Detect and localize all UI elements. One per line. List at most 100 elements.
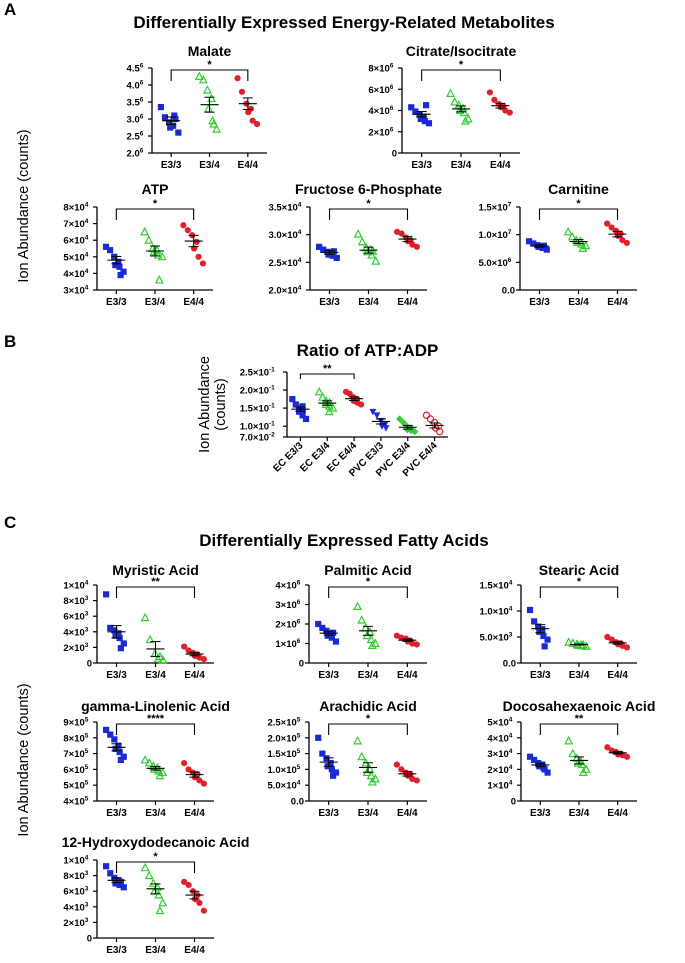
x-tick-label: E3/4 [145, 297, 166, 308]
data-point [154, 275, 164, 284]
y-tick-label: 6×104 [63, 235, 88, 247]
data-point [319, 750, 326, 757]
significance-bracket [539, 586, 619, 598]
significance-label: * [366, 576, 371, 588]
data-point [543, 246, 550, 253]
data-point [367, 777, 377, 786]
data-point [158, 897, 168, 907]
significance-label: ** [575, 713, 584, 725]
x-tick-label: E3/4 [358, 297, 379, 308]
data-point [102, 243, 110, 250]
y-tick-label: 1.5×104 [479, 580, 512, 592]
y-tick-label: 5×104 [487, 717, 512, 729]
data-point [153, 654, 163, 663]
x-tick-label: E3/4 [569, 808, 590, 819]
data-point [608, 224, 615, 231]
data-point [417, 115, 424, 123]
data-point [172, 115, 179, 123]
data-point [491, 96, 498, 103]
y-tick-label: 3×104 [487, 748, 512, 760]
y-tick-label: 2.56 [127, 131, 144, 143]
significance-bracket [170, 69, 249, 81]
significance-bracket [421, 69, 501, 81]
y-tick-label: 2.0×105 [267, 732, 300, 744]
y-tick-label: 9×105 [63, 717, 88, 729]
y-tick-label: 1.5×107 [478, 202, 511, 214]
data-point [332, 769, 340, 776]
data-point [148, 878, 158, 887]
y-tick-label: 2×106 [368, 126, 393, 138]
data-point [411, 427, 419, 436]
data-point [158, 767, 168, 777]
y-tick-label: 4×105 [63, 796, 88, 808]
data-point [623, 239, 630, 247]
data-point [180, 222, 187, 229]
chart-title: Citrate/Isocitrate [406, 43, 517, 59]
x-tick-label: E3/3 [106, 670, 127, 681]
data-point [425, 120, 433, 127]
significance-bracket [328, 586, 408, 598]
x-tick-label: E3/4 [358, 670, 379, 681]
data-point [396, 415, 404, 423]
data-point [150, 764, 160, 773]
data-point [171, 112, 178, 119]
data-point [144, 870, 154, 880]
data-point [435, 427, 444, 436]
chart-title: Docosahexaenoic Acid [503, 698, 656, 714]
data-point [370, 773, 380, 783]
y-axis-label-a: Ion Abundance (counts) [16, 129, 32, 282]
y-tick-label: 1.5×10-1 [240, 403, 275, 415]
data-point [413, 641, 420, 648]
y-tick-label: 0 [87, 659, 92, 670]
data-point [357, 615, 367, 624]
y-tick-label: 3×106 [275, 599, 300, 611]
data-point [531, 618, 538, 625]
data-point [568, 638, 578, 647]
y-tick-label: 4×103 [63, 901, 88, 913]
data-point [107, 247, 114, 254]
data-point [315, 734, 322, 741]
data-point [144, 758, 154, 767]
x-tick-label: E4/4 [184, 808, 205, 819]
significance-label: * [153, 851, 158, 863]
significance-bracket [115, 861, 196, 873]
significance-bracket [115, 208, 195, 220]
data-point [112, 262, 119, 269]
data-point [526, 753, 534, 760]
data-point [299, 403, 306, 410]
x-tick-label: E4/4 [184, 945, 205, 956]
data-point [526, 606, 534, 614]
data-point [115, 258, 122, 265]
data-point [578, 767, 588, 777]
significance-label: * [153, 198, 158, 210]
data-point [426, 415, 435, 423]
panel-label-b: B [4, 332, 16, 351]
y-tick-label: 6×103 [63, 886, 88, 898]
data-point [531, 756, 538, 764]
x-tick-label: E4/4 [397, 670, 418, 681]
chart-title: Fructose 6-Phosphate [295, 181, 442, 197]
data-point [357, 236, 367, 246]
y-tick-label: 3.56 [127, 97, 144, 109]
data-point [200, 656, 207, 663]
data-point [367, 640, 377, 649]
chart-title: Myristic Acid [112, 562, 199, 578]
data-point [112, 745, 119, 752]
data-point [393, 761, 400, 768]
data-point [245, 109, 252, 116]
y-tick-label: 4×106 [368, 105, 393, 117]
y-tick-label: 4×104 [487, 732, 512, 744]
significance-label: * [207, 59, 212, 71]
data-point [120, 640, 127, 647]
y-tick-label: 8×104 [63, 202, 88, 214]
data-point [381, 421, 389, 429]
data-point [421, 118, 428, 125]
data-point [103, 591, 110, 598]
y-tick-label: 7×105 [63, 748, 88, 760]
data-point [378, 423, 386, 430]
y-tick-label: 2×103 [63, 917, 88, 929]
chart-palmitic: Palmitic Acid 0 1×106 2×106 3×106 4×106 E3/3 E3… [275, 562, 427, 681]
y-tick-label: 3×104 [63, 285, 88, 297]
data-point [581, 641, 591, 650]
data-point [540, 632, 547, 640]
